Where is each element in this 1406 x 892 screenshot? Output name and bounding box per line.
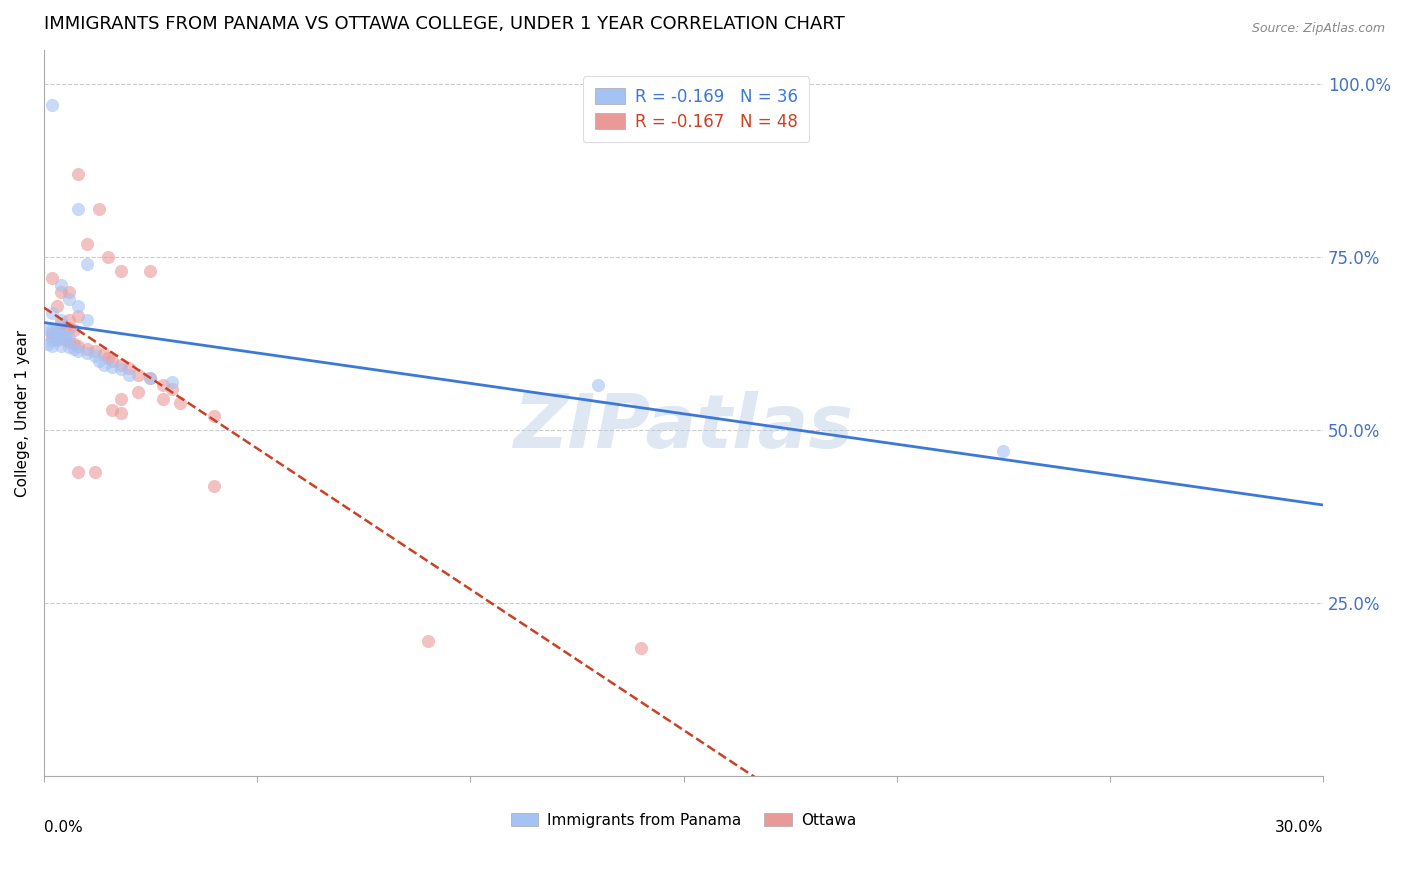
Point <box>49 285 72 299</box>
Point <box>58 340 80 354</box>
Point <box>993 444 1015 458</box>
Point <box>76 312 98 326</box>
Point <box>97 251 120 265</box>
Point <box>58 292 80 306</box>
Point <box>160 375 183 389</box>
Point <box>62 336 84 351</box>
Point <box>93 358 115 372</box>
Point <box>41 323 63 337</box>
Y-axis label: College, Under 1 year: College, Under 1 year <box>15 329 30 497</box>
Point <box>41 330 63 344</box>
Point <box>139 371 162 385</box>
Point <box>76 257 98 271</box>
Point <box>152 378 174 392</box>
Point <box>58 312 80 326</box>
Point <box>58 330 80 344</box>
Point <box>139 264 162 278</box>
Point <box>204 478 226 492</box>
Point <box>66 343 89 358</box>
Point <box>41 339 63 353</box>
Point <box>127 368 149 382</box>
Text: Source: ZipAtlas.com: Source: ZipAtlas.com <box>1251 22 1385 36</box>
Point <box>66 299 89 313</box>
Point <box>76 342 98 356</box>
Point <box>139 371 162 385</box>
Point <box>66 202 89 216</box>
Point <box>84 349 107 363</box>
Point <box>586 378 609 392</box>
Point <box>49 278 72 293</box>
Point <box>66 167 89 181</box>
Point <box>58 334 80 349</box>
Point <box>37 336 59 351</box>
Point <box>97 351 120 365</box>
Point <box>66 339 89 353</box>
Point <box>62 342 84 356</box>
Legend: Immigrants from Panama, Ottawa: Immigrants from Panama, Ottawa <box>505 806 862 834</box>
Point <box>127 385 149 400</box>
Point <box>101 402 124 417</box>
Point <box>110 362 132 376</box>
Text: 0.0%: 0.0% <box>44 820 83 835</box>
Point <box>45 326 67 341</box>
Point <box>41 271 63 285</box>
Point <box>66 309 89 323</box>
Point <box>45 299 67 313</box>
Point <box>49 316 72 330</box>
Point <box>118 361 141 376</box>
Point <box>89 202 111 216</box>
Point <box>41 326 63 341</box>
Point <box>630 641 652 656</box>
Point <box>110 358 132 372</box>
Point <box>416 634 439 648</box>
Point <box>152 392 174 407</box>
Point <box>110 264 132 278</box>
Text: ZIPatlas: ZIPatlas <box>513 391 853 464</box>
Point <box>76 346 98 360</box>
Point <box>45 325 67 339</box>
Point <box>41 334 63 348</box>
Point <box>45 334 67 348</box>
Point <box>160 382 183 396</box>
Point <box>110 406 132 420</box>
Point <box>53 327 76 342</box>
Text: IMMIGRANTS FROM PANAMA VS OTTAWA COLLEGE, UNDER 1 YEAR CORRELATION CHART: IMMIGRANTS FROM PANAMA VS OTTAWA COLLEGE… <box>44 15 845 33</box>
Point <box>84 465 107 479</box>
Text: 30.0%: 30.0% <box>1275 820 1323 835</box>
Point <box>101 354 124 368</box>
Point <box>49 327 72 342</box>
Point <box>45 332 67 346</box>
Point <box>58 285 80 299</box>
Point <box>53 334 76 348</box>
Point <box>49 339 72 353</box>
Point <box>93 347 115 361</box>
Point <box>84 343 107 358</box>
Point <box>89 354 111 368</box>
Point <box>66 465 89 479</box>
Point <box>169 395 191 409</box>
Point <box>204 409 226 424</box>
Point <box>110 392 132 407</box>
Point <box>49 327 72 342</box>
Point <box>53 332 76 346</box>
Point <box>41 306 63 320</box>
Point <box>62 323 84 337</box>
Point <box>53 319 76 334</box>
Point <box>45 323 67 337</box>
Point <box>76 236 98 251</box>
Point <box>58 321 80 335</box>
Point <box>41 98 63 112</box>
Point <box>49 312 72 326</box>
Point <box>101 359 124 374</box>
Point <box>118 368 141 382</box>
Point <box>37 323 59 337</box>
